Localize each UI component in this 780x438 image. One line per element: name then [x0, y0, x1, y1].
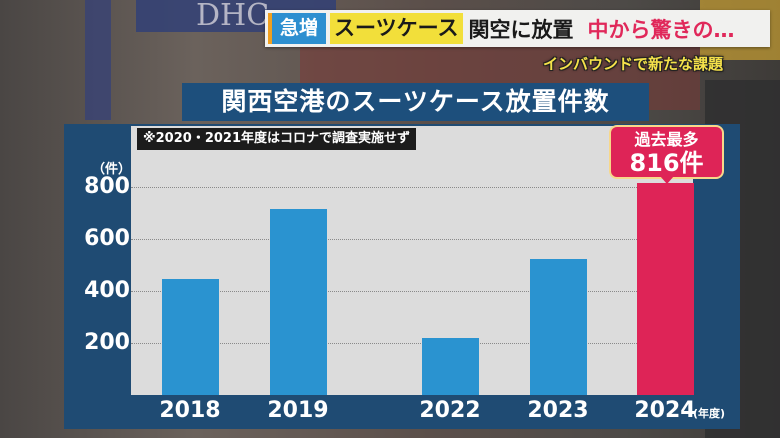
x-tick-label: 2023	[527, 398, 589, 423]
callout-label: 過去最多	[634, 130, 699, 149]
chart-title: 関西空港のスーツケース放置件数	[182, 83, 649, 121]
background-pillar	[85, 0, 111, 120]
gridline	[131, 343, 693, 344]
plot-area	[131, 126, 694, 395]
bar-2023	[530, 259, 587, 395]
headline-main: 関空に放置	[468, 17, 574, 42]
headline-highlight: スーツケース	[330, 13, 463, 44]
record-callout: 過去最多 816件	[611, 127, 722, 177]
y-tick-label: 200	[84, 330, 130, 355]
gridline	[131, 239, 693, 240]
y-tick-label: 800	[84, 174, 130, 199]
bar-2024	[637, 182, 694, 395]
y-tick-label: 600	[84, 226, 130, 251]
bar-2022	[422, 338, 479, 395]
headline-tag: 急増	[268, 13, 327, 44]
callout-value: 816件	[629, 149, 704, 177]
gridline	[131, 291, 693, 292]
y-tick-label: 400	[84, 278, 130, 303]
gridline	[131, 187, 693, 188]
x-tick-label: 2018	[159, 398, 221, 423]
bar-2019	[270, 209, 327, 395]
x-tick-label: 2022	[419, 398, 481, 423]
chart-note: ※2020・2021年度はコロナで調査実施せず	[137, 128, 417, 150]
headline-subhead: インバウンドで新たな課題	[543, 55, 724, 73]
headline-red: 中から驚きの…	[587, 17, 735, 42]
x-tick-label: 2024	[634, 398, 696, 423]
bar-2018	[162, 279, 219, 395]
y-axis-unit: （件）	[92, 162, 132, 177]
callout-pointer	[660, 176, 674, 184]
x-tick-label: 2019	[267, 398, 329, 423]
x-axis-unit: (年度)	[693, 407, 726, 420]
news-headline: 急増 スーツケース 関空に放置 中から驚きの…	[265, 10, 770, 47]
